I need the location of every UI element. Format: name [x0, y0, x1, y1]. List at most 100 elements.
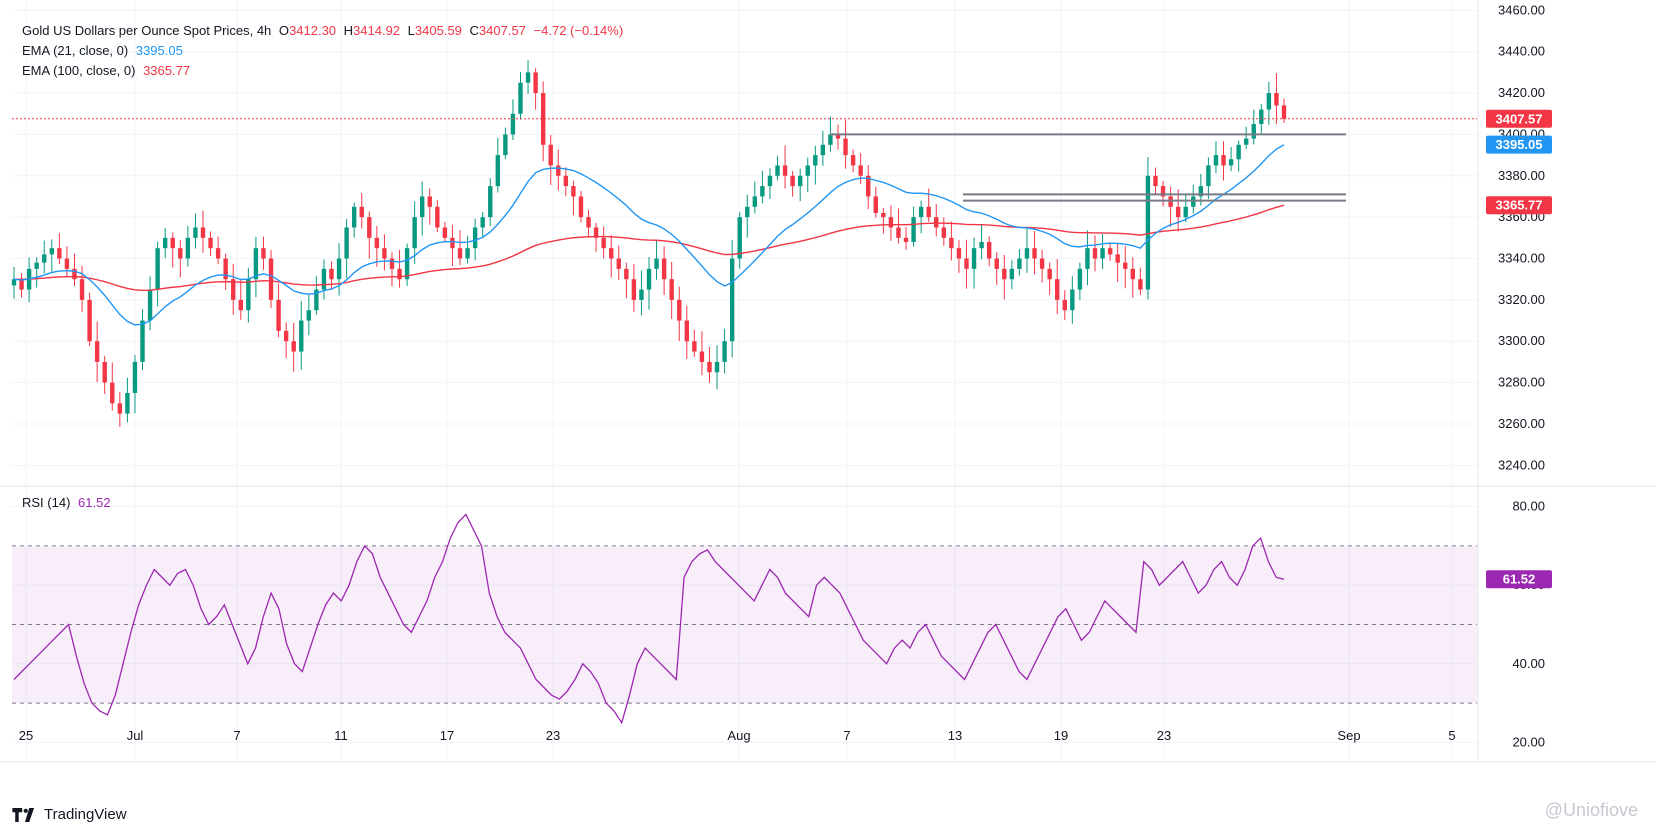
candle-body [586, 217, 591, 228]
tradingview-brand: TradingView [44, 806, 127, 823]
candle-body [1130, 268, 1136, 280]
price-tick-label: 3340.00 [1498, 251, 1545, 266]
candle-body [881, 213, 886, 218]
candle-body [404, 248, 410, 280]
candle-body [1092, 248, 1098, 259]
change-value: −4.72 (−0.14%) [533, 23, 624, 38]
candle-body [412, 217, 417, 249]
candle-body [941, 227, 947, 238]
rsi-tick-label: 40.00 [1512, 656, 1545, 671]
candle-body [775, 165, 780, 176]
candle-body [125, 392, 130, 414]
tradingview-branding[interactable]: TradingView [12, 806, 127, 823]
high-value: 3414.92 [353, 23, 401, 38]
price-tick-label: 3260.00 [1498, 416, 1545, 431]
candle-body [170, 237, 175, 249]
resistance-lines [830, 133, 1346, 202]
candle-body [314, 289, 319, 311]
candle-body [790, 175, 795, 187]
candles [11, 60, 1287, 427]
candle-body [162, 237, 168, 249]
rsi-tick-label: 20.00 [1512, 734, 1545, 749]
price-tick-label: 3320.00 [1498, 292, 1545, 307]
candle-body [291, 341, 296, 352]
time-tick-label: Sep [1337, 728, 1360, 743]
candle-body [503, 134, 508, 156]
price-axis: 3240.00 3260.00 3280.00 3300.00 3320.00 3340.… [1498, 2, 1545, 472]
candle-body [745, 206, 750, 218]
candle-body [19, 279, 24, 290]
candle-body [1266, 93, 1272, 110]
last-price-tag-bg [1486, 109, 1552, 128]
ema100-label: EMA (100, close, 0) [22, 63, 136, 78]
candle-body [1115, 254, 1120, 263]
high-label: H [343, 23, 354, 38]
candle-body [1168, 196, 1173, 207]
price-tick-label: 3420.00 [1498, 85, 1545, 100]
candle-body [956, 248, 962, 259]
candle-body [994, 258, 999, 269]
candle-body [382, 248, 387, 259]
candle-body [578, 196, 584, 218]
candle-body [49, 248, 54, 255]
candle-body [57, 248, 62, 259]
tradingview-logo-icon [12, 807, 35, 822]
time-tick-label: Jul [127, 728, 144, 743]
candle-body [1244, 138, 1249, 145]
time-tick-label: 5 [1448, 728, 1455, 743]
candle-body [934, 217, 939, 228]
candle-body [480, 217, 485, 228]
rsi-legend: RSI (14) 61.52 [22, 494, 115, 512]
rsi-band [12, 545, 1477, 704]
candle-body [34, 262, 39, 269]
candle-body [389, 258, 395, 269]
candle-body [351, 206, 357, 228]
candle-body [94, 341, 100, 362]
candle-body [344, 227, 349, 259]
candle-body [684, 320, 689, 342]
candle-body [1062, 299, 1067, 311]
time-tick-label: 23 [546, 728, 560, 743]
symbol-legend: Gold US Dollars per Ounce Spot Prices, 4… [22, 22, 627, 40]
candle-body [276, 299, 281, 331]
candle-body [329, 268, 334, 280]
candle-body [215, 248, 221, 259]
rsi-value: 61.52 [78, 495, 111, 510]
price-tick-label: 3300.00 [1498, 333, 1545, 348]
time-tick-label: Aug [727, 728, 750, 743]
rsi-line [13, 513, 1285, 725]
candle-body [835, 134, 841, 139]
candle-body [601, 237, 606, 249]
price-tick-label: 3280.00 [1498, 375, 1545, 390]
candle-body [1055, 279, 1060, 300]
ema21-tag-bg [1486, 135, 1552, 154]
close-value: 3407.57 [478, 23, 526, 38]
candle-body [1002, 268, 1007, 280]
candle-body [707, 361, 712, 373]
time-tick-label: 17 [440, 728, 454, 743]
candle-body [722, 341, 727, 362]
candle-body [616, 258, 621, 269]
candle-body [178, 248, 183, 259]
open-value: 3412.30 [289, 23, 337, 38]
candle-body [1281, 105, 1287, 119]
candle-body [1070, 289, 1075, 311]
candle-body [533, 72, 538, 94]
candle-body [729, 258, 735, 342]
candle-body [873, 196, 878, 214]
price-tick-label: 3440.00 [1498, 44, 1545, 59]
candle-body [1138, 279, 1143, 290]
candle-body [782, 165, 788, 176]
candle-body [435, 206, 440, 228]
candle-body [465, 248, 470, 259]
candle-body [1039, 258, 1045, 269]
candle-body [510, 113, 516, 135]
close-label: C [469, 23, 479, 38]
candle-body [450, 237, 455, 249]
time-axis: 25 Jul 7 11 17 23 Aug 7 13 19 23 Sep 5 [19, 728, 1456, 743]
candle-body [813, 155, 818, 166]
time-tick-label: 7 [233, 728, 240, 743]
price-tick-label: 3240.00 [1498, 457, 1545, 472]
